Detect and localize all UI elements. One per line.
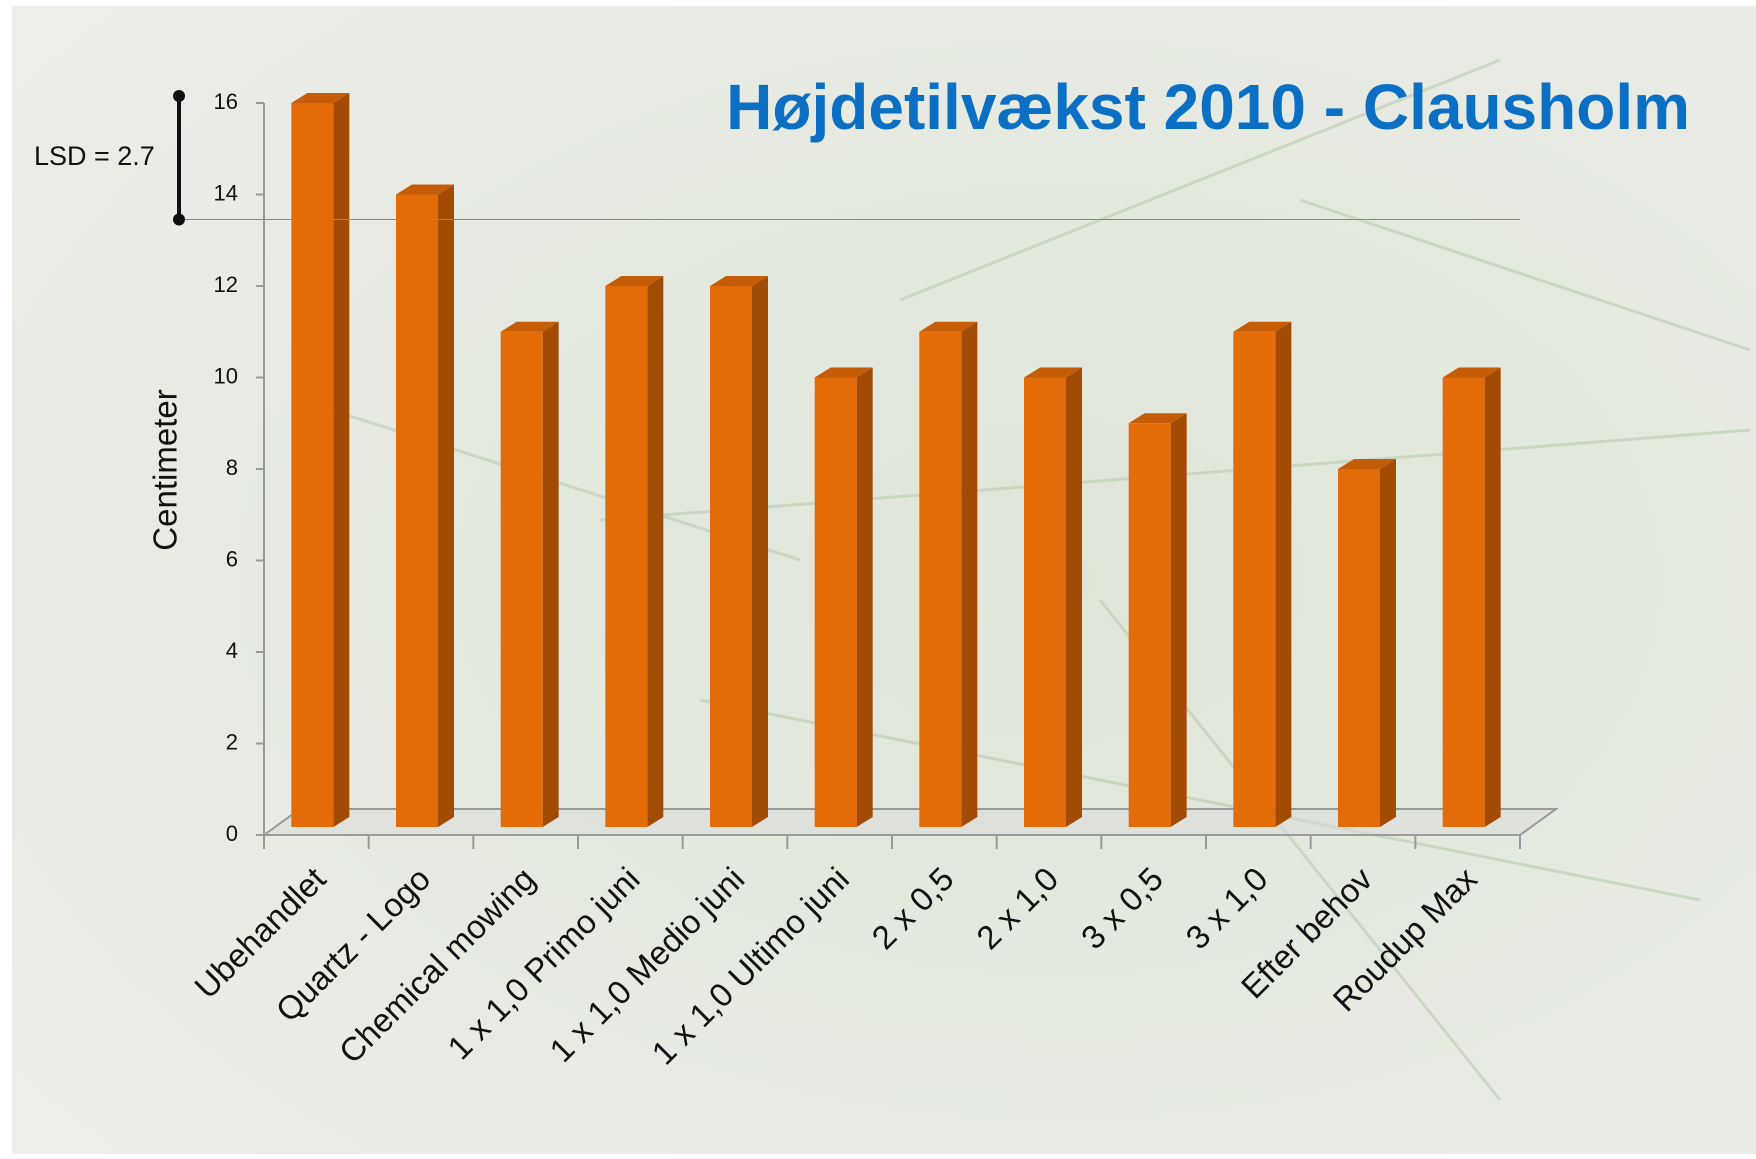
y-tick-label: 8 — [226, 455, 238, 480]
bar — [1338, 459, 1396, 827]
bar-side — [1066, 367, 1082, 827]
y-tick-label: 14 — [214, 180, 238, 205]
bar-side — [647, 276, 664, 827]
bar-top — [919, 321, 978, 332]
bar — [919, 321, 978, 827]
bar-top — [1442, 367, 1501, 378]
bar — [500, 321, 559, 827]
bar-front — [710, 286, 752, 827]
bar-top — [500, 321, 559, 332]
bar-front — [500, 331, 543, 827]
bar — [605, 276, 664, 827]
bar-top — [1024, 367, 1082, 378]
bar-front — [1442, 377, 1485, 827]
bar-top — [1233, 321, 1292, 332]
bar-front — [396, 194, 438, 827]
bar-side — [333, 93, 350, 827]
bar-side — [542, 321, 559, 827]
y-tick-label: 6 — [226, 546, 238, 571]
bar-side — [752, 276, 768, 827]
bar-top — [1338, 459, 1396, 469]
y-tick-label: 16 — [214, 89, 238, 114]
bar-side — [1484, 367, 1501, 827]
bar — [814, 367, 873, 827]
bar — [1128, 413, 1187, 827]
y-tick-label: 0 — [226, 821, 238, 846]
bar — [1024, 367, 1082, 827]
bar-top — [710, 276, 768, 286]
bar-side — [1275, 321, 1292, 827]
bar-front — [291, 103, 334, 827]
bar — [710, 276, 768, 827]
bar — [1233, 321, 1292, 827]
y-tick-label: 10 — [214, 363, 238, 388]
bar-front — [1338, 469, 1380, 827]
bar-front — [1024, 377, 1066, 827]
lsd-end — [173, 90, 185, 102]
bar-top — [396, 184, 454, 195]
bar-top — [1128, 413, 1187, 424]
lsd-end — [173, 213, 185, 226]
y-tick-label: 4 — [226, 638, 238, 663]
bar-front — [1128, 423, 1171, 827]
bar-front — [605, 286, 648, 827]
bar-front — [814, 377, 857, 827]
bar-side — [856, 367, 873, 827]
bar — [291, 93, 350, 827]
bar-side — [961, 321, 978, 827]
bar-front — [1233, 331, 1276, 827]
bar — [396, 184, 454, 827]
lsd-label: LSD = 2.7 — [34, 141, 155, 171]
bar-side — [1380, 459, 1396, 827]
y-tick-label: 12 — [214, 272, 238, 297]
bar — [1442, 367, 1501, 827]
bar-front — [919, 331, 962, 827]
bar-top — [291, 93, 350, 103]
bar-top — [814, 367, 873, 378]
y-tick-label: 2 — [226, 729, 238, 754]
bar-top — [605, 276, 664, 286]
bar-side — [1170, 413, 1187, 827]
y-axis-label: Centimeter — [147, 389, 184, 550]
chart-title: Højdetilvækst 2010 - Clausholm — [726, 71, 1690, 143]
bar-side — [438, 184, 454, 827]
